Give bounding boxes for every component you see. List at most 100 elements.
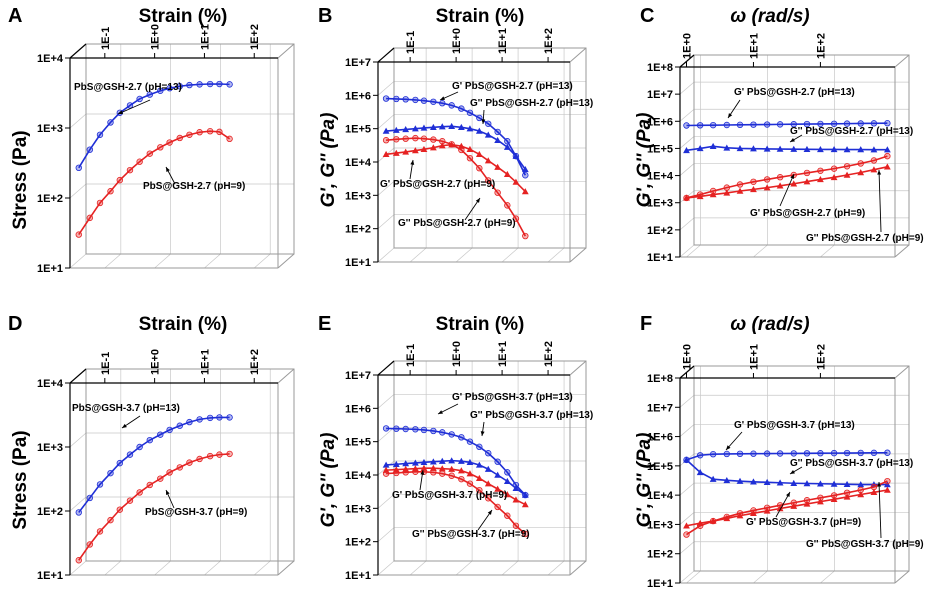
plot-box xyxy=(680,365,910,584)
grid-line-floor xyxy=(204,560,221,576)
data-point xyxy=(420,426,428,434)
data-point xyxy=(438,465,446,472)
data-point xyxy=(457,457,465,464)
axes xyxy=(69,43,278,268)
data-point xyxy=(216,414,223,421)
series-1 xyxy=(382,457,529,498)
data-point xyxy=(186,81,193,89)
data-point xyxy=(736,145,744,152)
data-point xyxy=(448,472,455,479)
x-tick-label: 1E+0 xyxy=(150,349,162,375)
box-edge xyxy=(569,47,587,63)
data-point xyxy=(709,187,717,195)
grid-line-depth xyxy=(679,541,695,554)
data-point xyxy=(86,146,94,153)
series-0 xyxy=(75,414,233,516)
data-point xyxy=(420,145,428,153)
data-point xyxy=(817,176,824,183)
y-tick-label: 1E+3 xyxy=(37,123,63,135)
arrow-head xyxy=(440,96,445,100)
data-point xyxy=(696,452,704,459)
data-point xyxy=(512,152,520,159)
panel-label: D xyxy=(8,313,22,335)
grid xyxy=(69,43,294,269)
data-point xyxy=(484,480,492,487)
data-point xyxy=(522,172,529,179)
y-axis-title: G', G'' (Pa) xyxy=(634,113,655,208)
grid-line-depth xyxy=(679,424,695,437)
data-point xyxy=(696,468,704,476)
y-tick-label: 1E+8 xyxy=(647,373,673,385)
data-point xyxy=(420,458,428,466)
depth-axis-line xyxy=(679,54,695,68)
data-point xyxy=(475,127,483,134)
data-point xyxy=(723,144,731,151)
grid-line-depth xyxy=(69,183,87,199)
box-edge xyxy=(569,360,587,376)
data-point xyxy=(402,460,410,467)
grid-line-depth xyxy=(377,214,395,229)
data-point xyxy=(392,460,400,467)
data-point xyxy=(216,80,223,88)
panel-label: C xyxy=(640,5,654,27)
data-point xyxy=(75,557,82,564)
grid-line-depth xyxy=(69,560,87,576)
data-point xyxy=(494,189,501,196)
data-point xyxy=(884,449,891,456)
data-point xyxy=(86,494,94,502)
y-tick-label: 1E+3 xyxy=(345,190,371,202)
grid-line-floor xyxy=(254,560,271,576)
data-point xyxy=(116,459,124,467)
data-point xyxy=(522,530,529,538)
series-0 xyxy=(75,80,233,172)
y-tick-label: 1E+4 xyxy=(37,378,64,390)
data-point xyxy=(790,479,798,486)
data-point xyxy=(116,176,124,184)
data-point xyxy=(458,434,465,441)
data-point xyxy=(206,414,214,422)
data-point xyxy=(176,83,183,90)
data-point xyxy=(830,495,838,503)
series-line xyxy=(386,459,526,496)
arrow-head xyxy=(790,137,795,142)
data-point xyxy=(683,522,690,529)
data-point xyxy=(484,465,492,472)
grid-line-floor xyxy=(547,560,565,576)
data-point xyxy=(392,149,400,156)
annotation-label: G' PbS@GSH-2.7 (pH=9) xyxy=(380,179,495,190)
data-point xyxy=(476,486,483,494)
panel-B: B Strain (%) G', G'' (Pa) 1E+1 1E+2 1E+3 1E+4 1… xyxy=(318,5,593,269)
data-point xyxy=(75,509,82,516)
data-point xyxy=(107,119,114,126)
annotation-label: G' PbS@GSH-3.7 (pH=13) xyxy=(452,392,573,403)
annotation-label: PbS@GSH-3.7 (pH=9) xyxy=(145,507,247,518)
arrow-head xyxy=(487,510,492,515)
data-point xyxy=(723,476,731,484)
data-point xyxy=(870,120,878,127)
series-line xyxy=(686,122,888,127)
data-point xyxy=(166,469,173,476)
data-point xyxy=(817,498,824,505)
series-line xyxy=(686,480,888,536)
data-point xyxy=(843,120,851,127)
data-point xyxy=(817,450,824,457)
data-point xyxy=(457,123,465,131)
grid-line-depth xyxy=(377,81,395,96)
data-point xyxy=(857,146,865,153)
depth-axis-line xyxy=(69,43,87,59)
data-point xyxy=(870,157,878,164)
data-point xyxy=(521,491,529,498)
series-1 xyxy=(75,128,233,238)
data-point xyxy=(857,481,865,488)
data-point xyxy=(439,470,446,477)
plot-box xyxy=(680,54,910,258)
data-point xyxy=(843,480,851,487)
grid-line-depth xyxy=(377,560,395,576)
data-point xyxy=(96,131,104,138)
grid-line-floor xyxy=(154,253,171,269)
arrow-head xyxy=(438,410,443,414)
box-edge xyxy=(277,368,295,384)
data-point xyxy=(186,418,193,426)
grid xyxy=(679,54,909,258)
annotation-label: PbS@GSH-2.7 (pH=13) xyxy=(74,82,182,93)
